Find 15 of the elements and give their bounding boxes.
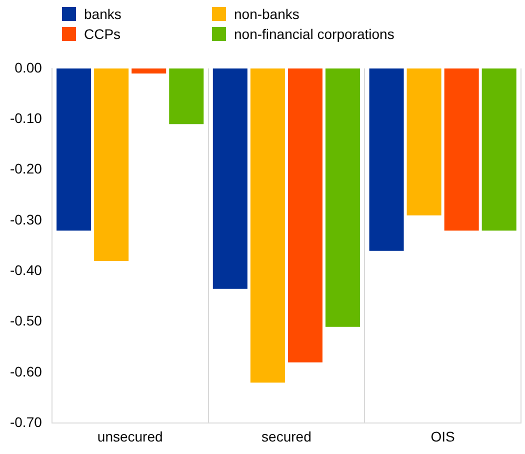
y-tick-label: -0.50 — [10, 312, 42, 329]
x-tick-label: secured — [262, 428, 312, 444]
y-tick-label: -0.10 — [10, 110, 42, 126]
y-tick-label: -0.30 — [10, 211, 42, 228]
y-tick-label: -0.60 — [10, 363, 42, 380]
legend-label: non-banks — [234, 6, 300, 22]
legend-label: non-financial corporations — [234, 26, 394, 42]
y-tick-label: -0.40 — [10, 262, 42, 278]
legend-label: CCPs — [84, 26, 121, 42]
y-tick-label: -0.20 — [10, 160, 42, 177]
y-tick-label: 0.00 — [14, 59, 42, 76]
x-tick-label: unsecured — [97, 428, 163, 444]
x-tick-label: OIS — [430, 428, 455, 444]
y-tick-label: -0.70 — [10, 414, 42, 430]
legend-label: banks — [84, 6, 122, 22]
